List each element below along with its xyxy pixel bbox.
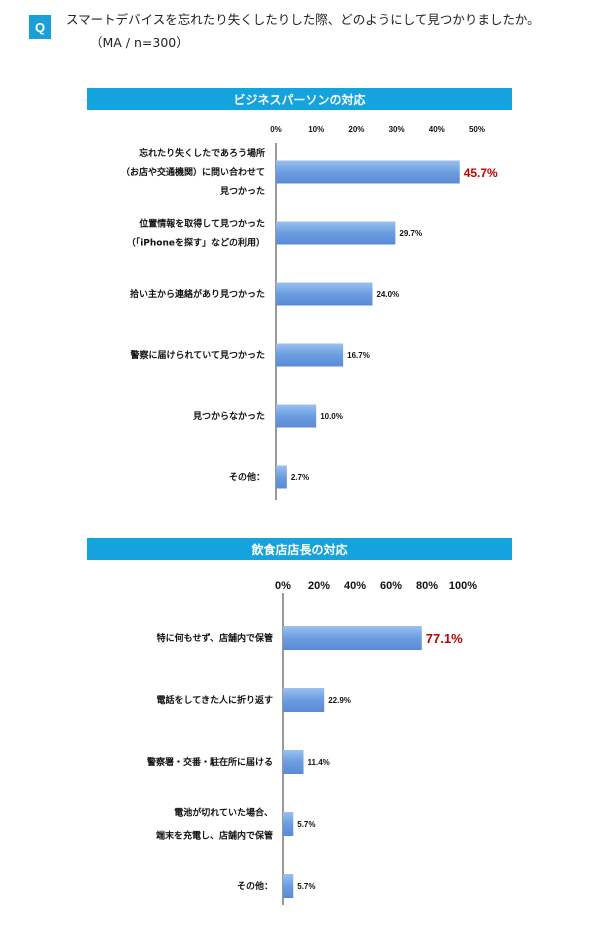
chart2-category-label: 電話をしてきた人に折り返す — [157, 694, 273, 706]
chart2-tick-label: 40% — [344, 580, 366, 592]
chart1-tick-label: 30% — [389, 125, 405, 134]
chart2-tick-label: 80% — [416, 580, 438, 592]
chart2-bar — [283, 750, 304, 774]
chart2-category-label: 端末を充電し、店舗内で保管 — [156, 830, 273, 842]
chart1-bar — [276, 404, 317, 428]
chart2-category-label: 特に何もせず、店舗内で保管 — [157, 632, 273, 644]
chart1-value-label: 29.7% — [399, 229, 422, 238]
chart1-bar — [276, 282, 373, 306]
chart1-bar — [276, 221, 396, 245]
question-badge: Q — [29, 15, 51, 39]
chart1-category-label: 見つかった — [219, 186, 265, 197]
chart1-value-label: 10.0% — [320, 412, 343, 421]
chart1-value-label: 45.7% — [464, 166, 498, 180]
chart2-title: 飲食店店長の対応 — [87, 538, 512, 560]
chart1-bar — [276, 343, 344, 367]
chart2-bar — [283, 874, 294, 898]
chart1-tick-label: 0% — [270, 125, 282, 134]
chart2-bar — [283, 688, 325, 712]
chart2-tick-label: 60% — [380, 580, 402, 592]
chart1-tick-label: 20% — [348, 125, 364, 134]
chart2-value-label: 77.1% — [426, 631, 463, 646]
chart1-bar — [276, 465, 287, 489]
chart1-category-label: その他： — [229, 471, 265, 483]
chart2-bar — [283, 812, 294, 836]
chart1-category-label: （お店や交通機関）に問い合わせて — [121, 166, 265, 178]
question-text: スマートデバイスを忘れたり失くしたりした際、どのようにして見つかりましたか。 — [66, 12, 540, 27]
chart1-value-label: 2.7% — [291, 473, 309, 482]
chart1-tick-label: 50% — [469, 125, 485, 134]
chart1-category-label: 忘れたり失くしたであろう場所 — [139, 147, 265, 159]
chart2-bar — [283, 626, 422, 650]
chart2-value-label: 5.7% — [297, 882, 315, 891]
chart2-tick-label: 100% — [449, 580, 477, 592]
chart1-bar — [276, 160, 460, 184]
chart1-category-label: 拾い主から連絡があり見つかった — [130, 288, 265, 300]
chart1-category-label: （「iPhoneを探す」などの利用） — [127, 237, 265, 249]
chart1-tick-label: 40% — [429, 125, 445, 134]
chart1-title: ビジネスパーソンの対応 — [87, 88, 512, 110]
chart2-tick-label: 0% — [275, 580, 291, 592]
chart1-value-label: 16.7% — [347, 351, 370, 360]
chart2-category-label: 警察署・交番・駐在所に届ける — [147, 756, 273, 768]
question-subtitle: （MA / n=300） — [90, 35, 189, 50]
chart2-value-label: 22.9% — [328, 696, 351, 705]
chart2-tick-label: 20% — [308, 580, 330, 592]
chart2-category-label: 電池が切れていた場合、 — [174, 807, 273, 819]
chart1-value-label: 24.0% — [376, 290, 399, 299]
chart1-category-label: 見つからなかった — [192, 411, 265, 422]
chart2-value-label: 5.7% — [297, 820, 315, 829]
chart2-category-label: その他： — [237, 880, 273, 892]
chart1-category-label: 警察に届けられていて見つかった — [131, 349, 265, 361]
chart2-value-label: 11.4% — [308, 758, 330, 767]
chart1-tick-label: 10% — [308, 125, 324, 134]
chart1-category-label: 位置情報を取得して見つかった — [139, 218, 265, 230]
